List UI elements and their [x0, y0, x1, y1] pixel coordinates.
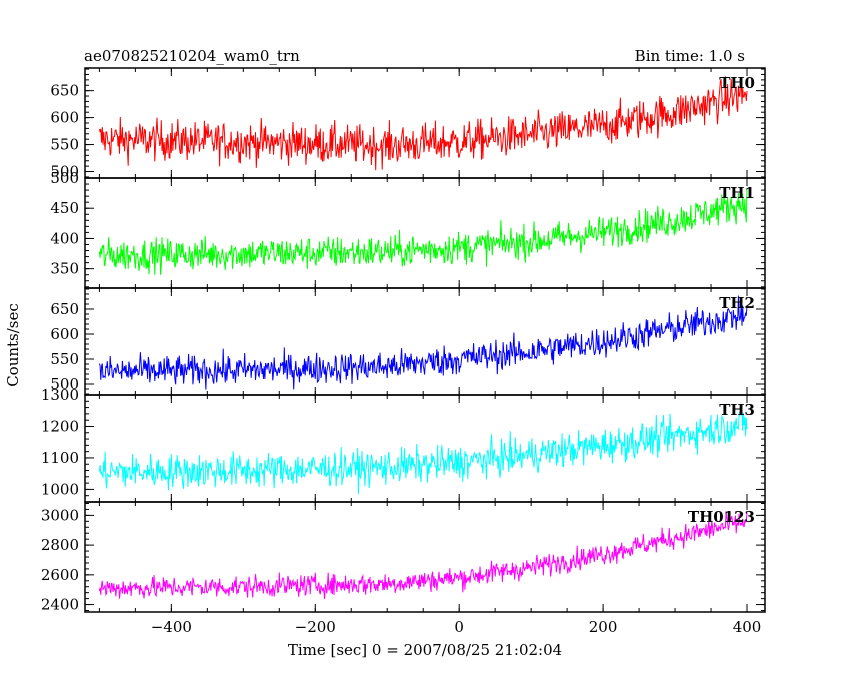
- x-tick-label: −200: [295, 618, 336, 636]
- y-tick-label: 600: [50, 109, 79, 127]
- y-tick-label: 2600: [41, 566, 79, 584]
- y-tick-label: 1000: [41, 480, 79, 498]
- x-axis-label: Time [sec] 0 = 2007/08/25 21:02:04: [288, 641, 562, 659]
- series-th3: [98, 410, 748, 495]
- series-th1: [98, 188, 748, 275]
- panel-th3: 1000 1100 1200 1300 TH3: [41, 386, 766, 503]
- series-th0123: [98, 511, 748, 600]
- panel-label: TH3: [719, 401, 755, 419]
- chart-title: ae070825210204_wam0_trn: [84, 47, 300, 65]
- panel-label: TH0123: [688, 508, 755, 526]
- y-tick-label: 500: [50, 169, 79, 187]
- panel-frame: [84, 287, 766, 396]
- x-tick-label: −400: [151, 618, 192, 636]
- x-axis: −400 −200 0 200 400: [151, 618, 762, 636]
- series-th2: [98, 295, 748, 390]
- panel-label: TH1: [719, 184, 755, 202]
- y-tick-label: 650: [50, 300, 79, 318]
- series-th0: [98, 76, 748, 171]
- y-tick-label: 1200: [41, 417, 79, 435]
- y-tick-label: 450: [50, 199, 79, 217]
- y-tick-label: 2400: [41, 596, 79, 614]
- bin-time-label: Bin time: 1.0 s: [635, 47, 745, 65]
- y-tick-label: 650: [50, 82, 79, 100]
- panels-group: 500 550 600 650 TH0 350 400 450 500 TH1 500 550 600 6…: [41, 67, 766, 614]
- panel-frame: [84, 501, 766, 613]
- y-tick-label: 1300: [41, 386, 79, 404]
- y-tick-label: 550: [50, 136, 79, 154]
- panel-th0: 500 550 600 650 TH0: [50, 67, 766, 181]
- panel-th0123: 2400 2600 2800 3000 TH0123: [41, 501, 766, 614]
- y-tick-label: 350: [50, 260, 79, 278]
- panel-label: TH0: [719, 74, 755, 92]
- panel-label: TH2: [719, 294, 755, 312]
- y-tick-label: 1100: [41, 449, 79, 467]
- panel-th2: 500 550 600 650 TH2: [50, 287, 766, 396]
- y-tick-label: 400: [50, 229, 79, 247]
- y-tick-label: 500: [50, 375, 79, 393]
- panel-th1: 350 400 450 500 TH1: [50, 169, 766, 289]
- y-tick-label: 500: [50, 163, 79, 181]
- y-tick-label: 550: [50, 350, 79, 368]
- x-tick-label: 0: [454, 618, 464, 636]
- y-tick-label: 2800: [41, 536, 79, 554]
- y-axis-label: Counts/sec: [4, 303, 22, 387]
- x-tick-label: 400: [733, 618, 762, 636]
- panel-frame: [84, 177, 766, 289]
- panel-frame: [84, 394, 766, 503]
- x-tick-label: 200: [589, 618, 618, 636]
- y-tick-label: 600: [50, 325, 79, 343]
- y-tick-label: 3000: [41, 506, 79, 524]
